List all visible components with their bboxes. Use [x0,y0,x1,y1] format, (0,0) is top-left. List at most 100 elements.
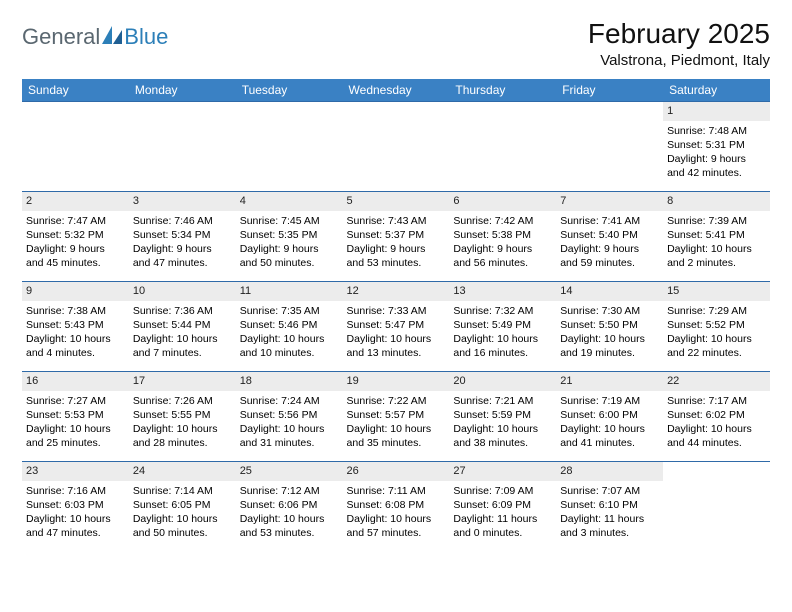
sunrise-line: Sunrise: 7:39 AM [667,214,766,228]
weekday-header: Friday [556,79,663,102]
daylight-line: Daylight: 10 hours and 22 minutes. [667,332,766,360]
daylight-line: Daylight: 9 hours and 42 minutes. [667,152,766,180]
day-number: 13 [449,282,556,301]
sunset-line: Sunset: 5:55 PM [133,408,232,422]
day-number: 22 [663,372,770,391]
day-number: 11 [236,282,343,301]
empty-cell [343,102,450,192]
sunrise-line: Sunrise: 7:30 AM [560,304,659,318]
day-number: 12 [343,282,450,301]
sunrise-line: Sunrise: 7:21 AM [453,394,552,408]
sunrise-line: Sunrise: 7:46 AM [133,214,232,228]
day-cell: 9Sunrise: 7:38 AMSunset: 5:43 PMDaylight… [22,282,129,372]
day-number: 6 [449,192,556,211]
sunrise-line: Sunrise: 7:36 AM [133,304,232,318]
header: General Blue February 2025 Valstrona, Pi… [22,18,770,69]
sunset-line: Sunset: 5:57 PM [347,408,446,422]
sunset-line: Sunset: 5:37 PM [347,228,446,242]
day-number: 5 [343,192,450,211]
day-cell: 14Sunrise: 7:30 AMSunset: 5:50 PMDayligh… [556,282,663,372]
daylight-line: Daylight: 10 hours and 44 minutes. [667,422,766,450]
sunset-line: Sunset: 5:43 PM [26,318,125,332]
daylight-line: Daylight: 11 hours and 0 minutes. [453,512,552,540]
empty-cell [449,102,556,192]
month-title: February 2025 [588,18,770,50]
day-number: 10 [129,282,236,301]
weekday-header: Thursday [449,79,556,102]
sunset-line: Sunset: 5:50 PM [560,318,659,332]
day-cell: 25Sunrise: 7:12 AMSunset: 6:06 PMDayligh… [236,462,343,552]
daylight-line: Daylight: 11 hours and 3 minutes. [560,512,659,540]
day-cell: 2Sunrise: 7:47 AMSunset: 5:32 PMDaylight… [22,192,129,282]
day-cell: 28Sunrise: 7:07 AMSunset: 6:10 PMDayligh… [556,462,663,552]
day-number: 27 [449,462,556,481]
weekday-header: Wednesday [343,79,450,102]
daylight-line: Daylight: 10 hours and 16 minutes. [453,332,552,360]
daylight-line: Daylight: 9 hours and 45 minutes. [26,242,125,270]
day-number: 24 [129,462,236,481]
sunset-line: Sunset: 5:49 PM [453,318,552,332]
calendar-week-row: 9 Sunrise: 7:38 AMSunset: 5:43 PM Daylight… [22,282,770,372]
daylight-line: Daylight: 10 hours and 35 minutes. [347,422,446,450]
sunset-line: Sunset: 6:02 PM [667,408,766,422]
sunset-line: Sunset: 5:32 PM [26,228,125,242]
daylight-line: Daylight: 10 hours and 25 minutes. [26,422,125,450]
calendar-table: SundayMondayTuesdayWednesdayThursdayFrid… [22,79,770,552]
day-number: 2 [22,192,129,211]
calendar-week-row: 1 Sunrise: 7:48 AMSunset: 5:31 PMDaylight… [22,102,770,192]
logo-sail-icon [102,24,124,50]
daylight-line: Daylight: 10 hours and 57 minutes. [347,512,446,540]
sunset-line: Sunset: 5:44 PM [133,318,232,332]
day-cell: 16Sunrise: 7:27 AMSunset: 5:53 PMDayligh… [22,372,129,462]
sunrise-line: Sunrise: 7:42 AM [453,214,552,228]
empty-cell [129,102,236,192]
day-number: 9 [22,282,129,301]
day-number: 15 [663,282,770,301]
calendar-page: General Blue February 2025 Valstrona, Pi… [0,0,792,552]
empty-cell [556,102,663,192]
sunset-line: Sunset: 6:10 PM [560,498,659,512]
daylight-line: Daylight: 10 hours and 31 minutes. [240,422,339,450]
day-cell: 8Sunrise: 7:39 AMSunset: 5:41 PMDaylight… [663,192,770,282]
sunset-line: Sunset: 6:08 PM [347,498,446,512]
day-cell: 19Sunrise: 7:22 AMSunset: 5:57 PMDayligh… [343,372,450,462]
sunrise-line: Sunrise: 7:11 AM [347,484,446,498]
day-cell: 1 Sunrise: 7:48 AMSunset: 5:31 PMDaylight… [663,102,770,192]
day-cell: 6Sunrise: 7:42 AMSunset: 5:38 PMDaylight… [449,192,556,282]
logo-text-blue: Blue [124,24,168,50]
sunset-line: Sunset: 5:34 PM [133,228,232,242]
day-number: 18 [236,372,343,391]
sunset-line: Sunset: 5:52 PM [667,318,766,332]
day-number: 1 [663,102,770,121]
day-cell: 18Sunrise: 7:24 AMSunset: 5:56 PMDayligh… [236,372,343,462]
daylight-line: Daylight: 10 hours and 41 minutes. [560,422,659,450]
day-number: 19 [343,372,450,391]
sunrise-line: Sunrise: 7:17 AM [667,394,766,408]
day-number: 28 [556,462,663,481]
day-cell: 5Sunrise: 7:43 AMSunset: 5:37 PMDaylight… [343,192,450,282]
title-block: February 2025 Valstrona, Piedmont, Italy [588,18,770,69]
sunset-line: Sunset: 5:46 PM [240,318,339,332]
logo: General Blue [22,18,168,50]
day-cell: 21Sunrise: 7:19 AMSunset: 6:00 PMDayligh… [556,372,663,462]
location: Valstrona, Piedmont, Italy [588,52,770,69]
sunset-line: Sunset: 6:09 PM [453,498,552,512]
sunrise-line: Sunrise: 7:26 AM [133,394,232,408]
sunset-line: Sunset: 6:03 PM [26,498,125,512]
empty-cell [22,102,129,192]
sunrise-line: Sunrise: 7:09 AM [453,484,552,498]
logo-text-general: General [22,24,100,50]
day-number: 14 [556,282,663,301]
sunset-line: Sunset: 5:47 PM [347,318,446,332]
sunrise-line: Sunrise: 7:48 AM [667,124,766,138]
day-cell: 22 Sunrise: 7:17 AMSunset: 6:02 PMDayligh… [663,372,770,462]
daylight-line: Daylight: 9 hours and 50 minutes. [240,242,339,270]
day-number: 7 [556,192,663,211]
sunset-line: Sunset: 5:31 PM [667,138,766,152]
sunrise-line: Sunrise: 7:38 AM [26,304,125,318]
day-cell: 10Sunrise: 7:36 AMSunset: 5:44 PMDayligh… [129,282,236,372]
daylight-line: Daylight: 9 hours and 53 minutes. [347,242,446,270]
day-number: 23 [22,462,129,481]
day-number: 25 [236,462,343,481]
day-number: 17 [129,372,236,391]
